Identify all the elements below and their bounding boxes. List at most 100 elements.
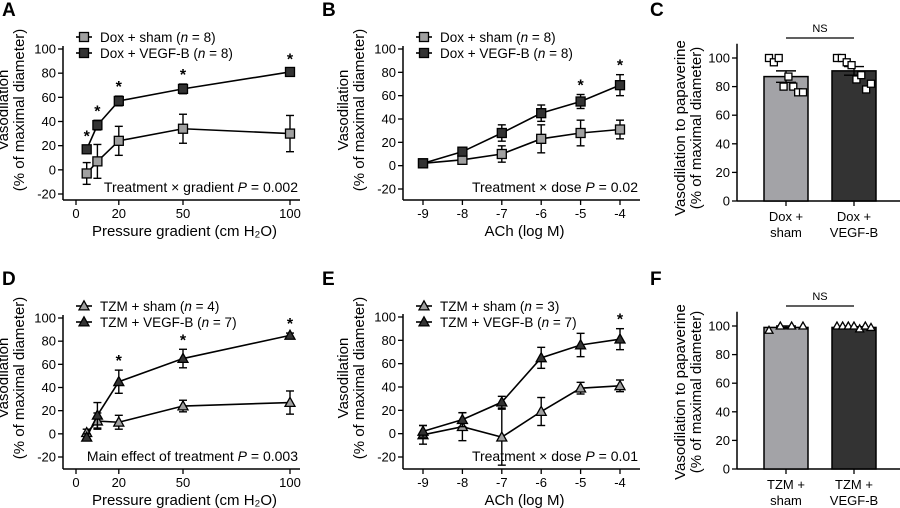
- legend-n: 8: [544, 30, 552, 45]
- data-point: [284, 66, 296, 78]
- legend-eq: =: [205, 46, 220, 61]
- x-category-label: sham: [770, 493, 802, 508]
- legend-paren: (: [193, 315, 202, 330]
- y-tick-label: 40: [716, 404, 730, 419]
- y-tick-label: 80: [716, 79, 730, 94]
- y-tick-label: -20: [377, 450, 396, 465]
- individual-point: [789, 82, 798, 91]
- legend-name: TZM + VEGF-B: [440, 315, 533, 330]
- legend-n: 8: [561, 46, 569, 61]
- legend-paren: ): [232, 315, 237, 330]
- y-tick-label: 100: [374, 42, 396, 57]
- data-point: [496, 148, 507, 160]
- panel-label: D: [2, 269, 16, 290]
- panel-c: C 0 20 40 60 80 100 Vasodilation to papaverine(…: [650, 0, 900, 240]
- y-tick-label: 20: [716, 433, 730, 448]
- p-symbol: P: [582, 179, 596, 195]
- panel-f: F 0 20 40 60 80 100 Vasodilation to papaverine(…: [650, 269, 900, 508]
- y-tick-label: 80: [42, 334, 56, 349]
- legend-name: Dox + sham: [440, 30, 512, 45]
- p-value: 0.02: [611, 179, 638, 195]
- x-category-label: sham: [770, 225, 802, 240]
- individual-point: [797, 320, 809, 330]
- significance-star: *: [94, 103, 101, 120]
- x-tick-label: -7: [496, 206, 508, 221]
- panel-e: E -20 0 20 40 60 80 100 -9 -8 -7 -6 -5 -4 ACh (log M) V…: [322, 269, 640, 508]
- y-tick-label: 0: [389, 158, 396, 173]
- data-point: [613, 379, 627, 391]
- legend-entry: TZM + VEGF-B (n = 7): [440, 315, 577, 330]
- y-tick-label: 20: [42, 403, 56, 418]
- x-tick-label: -5: [575, 206, 587, 221]
- legend-n-symbol: n: [538, 46, 546, 61]
- data-point: [495, 430, 508, 442]
- x-axis-label: Pressure gradient (cm H₂O): [92, 492, 277, 508]
- y-tick-label: 40: [42, 114, 56, 129]
- legend-paren: ): [555, 299, 560, 314]
- data-point: [535, 405, 548, 416]
- individual-point: [857, 71, 866, 80]
- legend-paren: (: [190, 46, 199, 61]
- panel-label: A: [2, 0, 16, 21]
- individual-point: [774, 53, 783, 63]
- data-point: [456, 413, 469, 425]
- individual-point: [763, 324, 775, 334]
- y-axis-label: (% of maximal diameter): [688, 47, 705, 210]
- legend-entry: Dox + sham (n = 8): [440, 30, 556, 45]
- series-line: [86, 127, 291, 174]
- x-category-label: TZM +: [767, 477, 805, 492]
- individual-point: [769, 58, 779, 67]
- series-line: [422, 338, 621, 433]
- legend-eq: =: [528, 30, 543, 45]
- y-tick-label: 20: [42, 138, 56, 153]
- y-tick-label: 60: [382, 356, 396, 371]
- x-tick-label: -9: [417, 475, 429, 490]
- legend-eq: =: [532, 299, 547, 314]
- series-1: [416, 327, 627, 438]
- y-tick-label: 40: [382, 112, 396, 127]
- x-tick-label: -4: [614, 475, 626, 490]
- y-axis-label: Vasodilation: [0, 70, 12, 151]
- x-tick-label: -4: [614, 206, 626, 221]
- legend-paren: ): [572, 315, 577, 330]
- p-symbol: P: [582, 448, 596, 464]
- individual-point: [865, 322, 877, 332]
- data-point: [113, 95, 124, 107]
- significance-star: *: [577, 78, 584, 95]
- y-tick-label: 0: [389, 426, 396, 441]
- x-tick-label: -9: [417, 206, 429, 221]
- y-tick-label: 40: [716, 136, 730, 151]
- y-axis-label: (% of maximal diameter): [11, 297, 28, 460]
- y-tick-label: 0: [723, 194, 730, 209]
- data-point: [81, 168, 92, 179]
- y-tick-label: 100: [708, 319, 730, 334]
- legend-n-symbol: n: [202, 315, 210, 330]
- legend-paren: ): [215, 299, 220, 314]
- data-point: [614, 124, 626, 135]
- x-tick-label: 100: [279, 475, 301, 490]
- significance-star: *: [84, 129, 91, 146]
- legend-entry: Dox + VEGF-B (n = 8): [100, 46, 233, 61]
- y-tick-label: 60: [382, 88, 396, 103]
- p-eq: =: [247, 448, 263, 464]
- x-tick-label: 0: [72, 206, 79, 221]
- annotation-text: Main effect of treatment: [87, 448, 234, 464]
- data-point: [177, 123, 189, 134]
- individual-point: [861, 85, 871, 94]
- y-tick-label: 40: [42, 380, 56, 395]
- series-0: [417, 119, 626, 169]
- individual-point: [837, 53, 847, 63]
- series-0: [81, 113, 296, 186]
- y-axis-label: Vasodilation: [335, 338, 352, 419]
- legend-n: 8: [221, 46, 229, 61]
- x-tick-label: -7: [496, 475, 508, 490]
- series-line: [422, 128, 621, 165]
- x-tick-label: 50: [176, 475, 190, 490]
- y-tick-label: 80: [382, 333, 396, 348]
- p-value: 0.002: [263, 179, 298, 195]
- legend-n: 7: [225, 315, 233, 330]
- legend-name: Dox + VEGF-B: [440, 46, 530, 61]
- y-axis-label: Vasodilation to papaverine: [672, 304, 689, 480]
